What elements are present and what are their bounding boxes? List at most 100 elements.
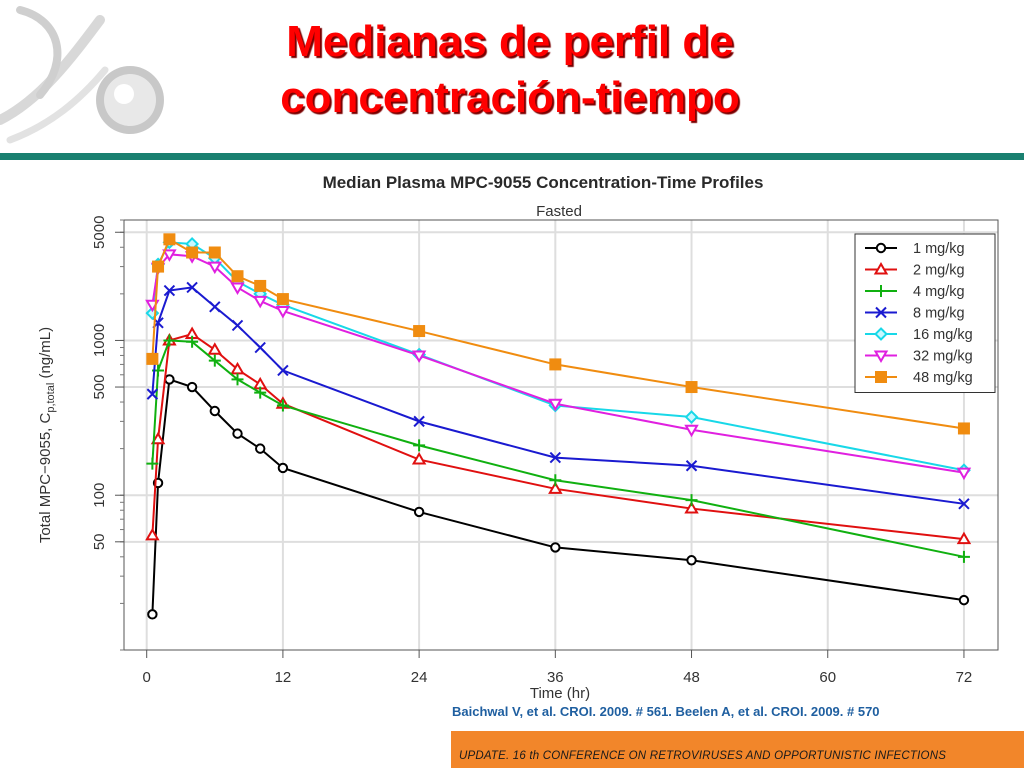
legend-marker bbox=[875, 371, 887, 383]
data-point bbox=[146, 352, 159, 365]
y-tick-label: 50 bbox=[91, 533, 108, 550]
data-point bbox=[413, 415, 425, 428]
data-point bbox=[255, 443, 266, 454]
series-line bbox=[151, 332, 965, 541]
series-line bbox=[151, 241, 965, 472]
legend-item: 16 mg/kg bbox=[865, 327, 973, 343]
data-point bbox=[411, 452, 427, 465]
concentration-time-chart: Median Plasma MPC-9055 Concentration-Tim… bbox=[37, 173, 999, 702]
data-point bbox=[413, 439, 426, 452]
data-point bbox=[145, 527, 160, 541]
data-point bbox=[209, 301, 221, 313]
data-point bbox=[152, 260, 165, 273]
footer-bar: UPDATE. 16 th CONFERENCE ON RETROVIRUSES… bbox=[451, 731, 1024, 768]
data-point bbox=[957, 422, 970, 435]
slide-title-line-2: concentración-tiempo bbox=[280, 73, 740, 122]
legend-label: 8 mg/kg bbox=[913, 306, 965, 322]
data-point bbox=[686, 555, 697, 566]
legend-marker bbox=[873, 350, 889, 363]
slide-title-line-1: Medianas de perfil de bbox=[286, 17, 734, 66]
data-point bbox=[548, 481, 563, 494]
data-point bbox=[207, 261, 223, 275]
footer-text: UPDATE. 16 th CONFERENCE ON RETROVIRUSES… bbox=[459, 750, 947, 762]
data-point bbox=[209, 405, 221, 417]
data-point bbox=[957, 550, 970, 563]
legend-label: 1 mg/kg bbox=[913, 241, 965, 257]
series-line bbox=[151, 378, 965, 615]
data-point bbox=[164, 374, 175, 385]
data-point bbox=[685, 460, 698, 472]
plot-frame bbox=[123, 219, 999, 651]
data-point bbox=[254, 279, 267, 292]
chart-subtitle: Fasted bbox=[536, 203, 582, 220]
data-point bbox=[230, 282, 245, 295]
data-point bbox=[252, 295, 268, 309]
series-line bbox=[151, 286, 965, 505]
chart-title: Median Plasma MPC-9055 Concentration-Tim… bbox=[323, 173, 764, 192]
y-axis-label-subscript: p,total bbox=[45, 383, 57, 413]
y-tick-label: 5000 bbox=[91, 216, 108, 249]
data-point bbox=[277, 364, 289, 377]
legend-label: 32 mg/kg bbox=[913, 349, 973, 365]
legend-label: 16 mg/kg bbox=[913, 327, 973, 343]
data-point bbox=[230, 361, 245, 375]
data-point bbox=[208, 246, 221, 259]
data-point bbox=[231, 373, 244, 386]
legend-item: 32 mg/kg bbox=[865, 349, 973, 365]
x-tick-label: 0 bbox=[143, 669, 151, 686]
header-divider bbox=[0, 153, 1024, 160]
data-point bbox=[146, 388, 159, 400]
data-point bbox=[684, 410, 699, 424]
y-axis-label-main: Total MPC−9055, C bbox=[37, 413, 54, 544]
data-point bbox=[232, 428, 243, 439]
data-point bbox=[276, 293, 289, 306]
data-point bbox=[186, 281, 198, 294]
legend-marker bbox=[875, 306, 887, 319]
data-point bbox=[186, 246, 199, 259]
legend-marker bbox=[874, 327, 888, 341]
data-point bbox=[956, 467, 972, 481]
data-point bbox=[150, 431, 166, 445]
y-axis-label-unit: (ng/mL) bbox=[37, 327, 54, 383]
y-tick-label: 1000 bbox=[91, 324, 108, 357]
data-point bbox=[685, 494, 698, 507]
data-point bbox=[956, 531, 972, 545]
data-series bbox=[145, 233, 972, 620]
data-point bbox=[958, 498, 970, 510]
x-tick-label: 12 bbox=[275, 669, 292, 686]
x-axis-label: Time (hr) bbox=[530, 685, 590, 702]
data-point bbox=[549, 474, 562, 487]
data-point bbox=[684, 501, 699, 514]
legend-marker bbox=[875, 242, 887, 254]
data-point bbox=[254, 341, 266, 354]
data-point bbox=[186, 381, 198, 393]
data-point bbox=[163, 334, 176, 347]
y-axis-label: Total MPC−9055, Cp,total (ng/mL) bbox=[37, 327, 57, 543]
data-point bbox=[958, 594, 970, 606]
series-4-mg-kg bbox=[146, 334, 970, 563]
slide-title: Medianas de perfil de concentración-tiem… bbox=[140, 14, 880, 126]
data-point bbox=[146, 457, 159, 470]
data-point bbox=[231, 319, 244, 332]
data-point bbox=[231, 270, 244, 283]
series-48-mg-kg bbox=[146, 233, 970, 435]
data-point bbox=[275, 305, 291, 319]
data-point bbox=[548, 398, 563, 412]
legend-item: 1 mg/kg bbox=[865, 241, 965, 257]
data-point bbox=[413, 325, 426, 338]
data-point bbox=[413, 506, 425, 518]
data-point bbox=[277, 462, 289, 474]
x-tick-label: 48 bbox=[683, 669, 700, 686]
x-tick-label: 60 bbox=[819, 669, 836, 686]
data-point bbox=[208, 354, 221, 367]
series-1-mg-kg bbox=[147, 374, 970, 620]
legend-item: 4 mg/kg bbox=[865, 284, 965, 300]
data-point bbox=[276, 399, 289, 412]
data-point bbox=[162, 249, 177, 262]
data-point bbox=[186, 335, 199, 348]
x-tick-label: 36 bbox=[547, 669, 564, 686]
legend-item: 8 mg/kg bbox=[865, 306, 965, 322]
data-point bbox=[549, 451, 562, 464]
series-line bbox=[151, 339, 965, 558]
data-point bbox=[163, 284, 176, 297]
